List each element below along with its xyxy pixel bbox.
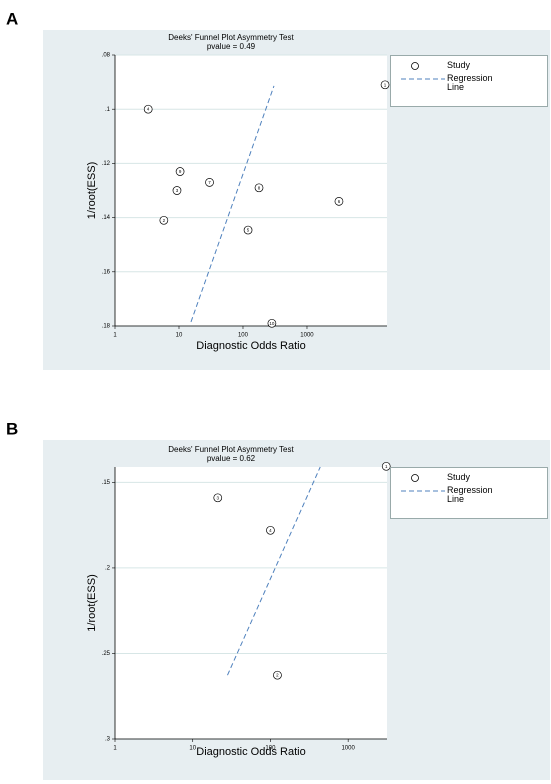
point-label: 1 [385,464,388,469]
x-tick-label: 10 [176,333,183,339]
legend-label: Regression Line [447,485,493,504]
regression-line [190,85,275,323]
study-point [175,167,185,176]
legend-symbol [411,474,419,482]
point-label: 2 [163,218,166,223]
x-axis-label: Diagnostic Odds Ratio [196,340,305,352]
legend: Study Regression Line [390,55,548,107]
panel-label: A [6,9,18,28]
legend-item: Study [397,473,541,483]
legend-marker [411,474,419,482]
study-point [273,670,282,680]
point-label: 6 [338,199,341,204]
y-tick-label: .18 [102,324,111,330]
chart-title: Deeks' Funnel Plot Asymmetry Test [168,445,294,454]
study-point [243,225,253,235]
point-label: 2 [276,673,279,678]
study-point [334,196,344,206]
legend-marker [411,62,419,70]
y-axis-label: 1/root(ESS) [86,162,98,219]
y-tick-label: .16 [102,269,111,275]
study-point [172,186,182,195]
x-tick-label: 1000 [341,746,355,752]
chart-subtitle: pvalue = 0.62 [207,454,256,463]
y-tick-label: .3 [105,737,111,743]
y-tick-label: .1 [105,107,111,113]
panel-label: B [6,419,18,438]
legend-symbol [401,78,445,80]
y-tick-label: .12 [102,161,111,167]
point-label: 4 [147,107,150,112]
point-label: 3 [217,495,220,500]
legend-label: Regression Line [447,73,493,92]
plot-area [115,55,387,326]
x-tick-label: 1000 [300,333,314,339]
y-tick-label: .2 [105,566,111,572]
legend-label: Study [447,60,471,70]
legend-label: Study [447,472,471,482]
x-tick-label: 1 [113,333,117,339]
x-tick-label: 10 [189,746,196,752]
x-axis-label: Diagnostic Odds Ratio [196,746,305,758]
study-point [381,461,391,471]
point-label: 4 [269,528,272,533]
point-label: 7 [208,180,211,185]
point-label: 1 [384,82,387,87]
study-point [159,215,169,225]
y-tick-label: .14 [102,215,111,221]
study-point [380,80,390,90]
legend-item: Regression Line [397,486,541,504]
point-label: 5 [247,228,250,233]
x-tick-label: 100 [238,333,249,339]
study-point [205,178,214,187]
y-tick-label: .15 [102,480,111,486]
study-point [143,104,153,114]
legend-symbol [411,62,419,70]
y-tick-label: .08 [102,53,111,59]
legend-item: Regression Line [397,74,541,92]
regression-line [227,466,321,676]
study-point [267,318,277,328]
legend: Study Regression Line [390,467,548,519]
y-axis-label: 1/root(ESS) [86,574,98,631]
legend-symbol [401,490,445,492]
chart-title: Deeks' Funnel Plot Asymmetry Test [168,33,294,42]
x-tick-label: 1 [113,746,117,752]
legend-item: Study [397,61,541,71]
point-label: 9 [179,169,182,174]
point-label: 3 [176,188,179,193]
point-label: 10 [269,321,275,326]
point-label: 8 [258,185,261,190]
chart-subtitle: pvalue = 0.49 [207,42,256,51]
study-point [254,183,264,193]
study-point [213,493,223,503]
study-point [266,525,275,535]
x-tick-label: 100 [265,746,276,752]
y-tick-label: .25 [102,651,111,657]
plot-area [115,467,387,739]
